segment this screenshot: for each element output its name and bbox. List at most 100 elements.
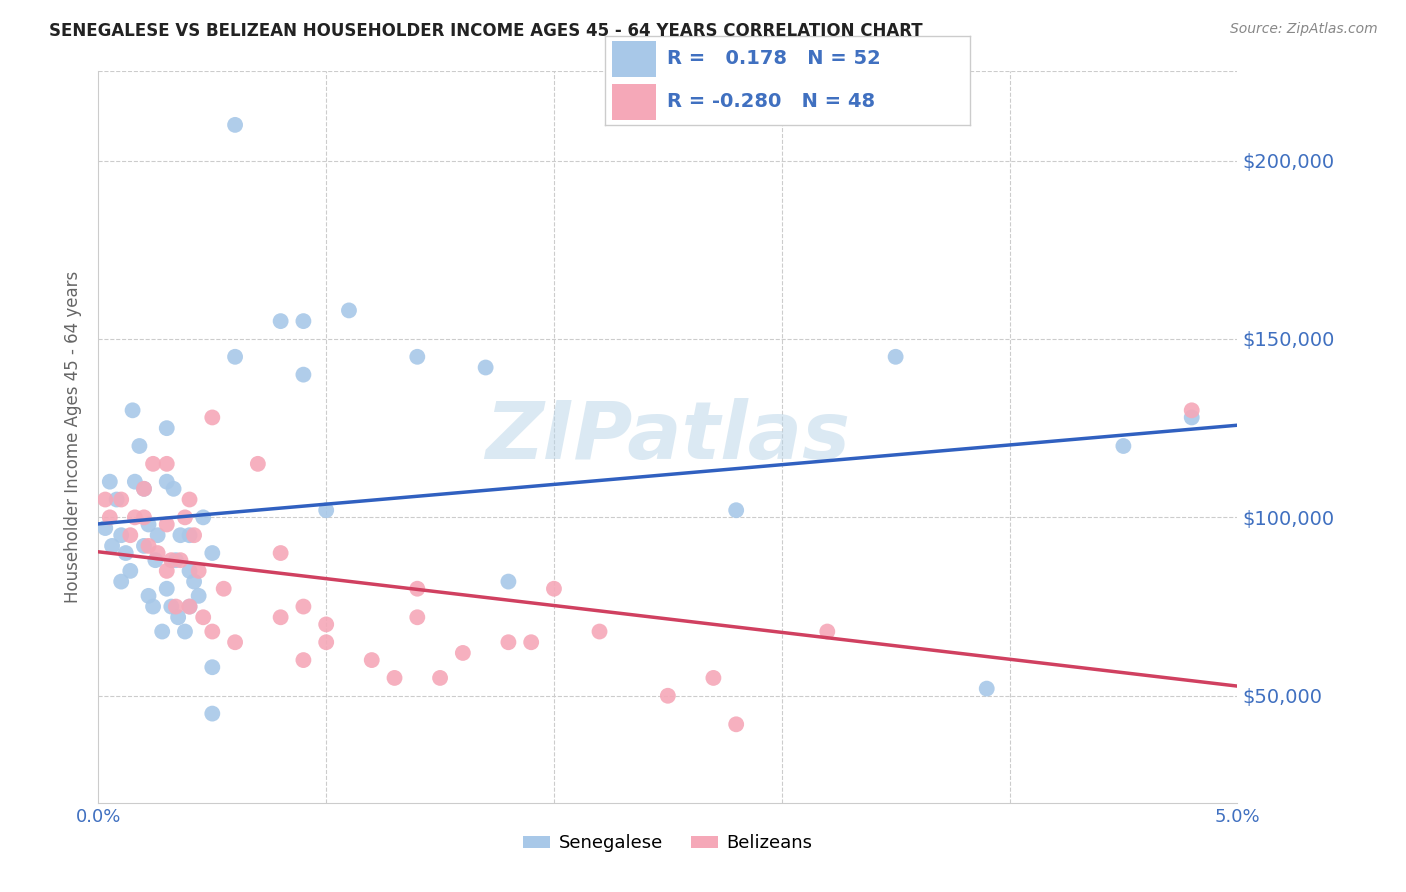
FancyBboxPatch shape xyxy=(612,41,655,77)
Point xyxy=(1181,410,1204,425)
Point xyxy=(315,503,337,517)
Point xyxy=(270,610,292,624)
Point xyxy=(360,653,382,667)
Point xyxy=(165,599,187,614)
Point xyxy=(142,599,165,614)
Point xyxy=(187,589,209,603)
Point xyxy=(1181,403,1204,417)
Point xyxy=(98,475,121,489)
Point xyxy=(128,439,150,453)
Point xyxy=(132,482,155,496)
Point xyxy=(138,517,160,532)
Point xyxy=(315,635,337,649)
Point xyxy=(1112,439,1135,453)
Point xyxy=(292,368,315,382)
Point xyxy=(132,539,155,553)
Point xyxy=(201,410,224,425)
Point xyxy=(169,553,191,567)
Point xyxy=(145,553,167,567)
Point xyxy=(121,403,143,417)
Text: SENEGALESE VS BELIZEAN HOUSEHOLDER INCOME AGES 45 - 64 YEARS CORRELATION CHART: SENEGALESE VS BELIZEAN HOUSEHOLDER INCOM… xyxy=(49,22,922,40)
Point xyxy=(179,528,201,542)
Point xyxy=(160,553,183,567)
Text: Source: ZipAtlas.com: Source: ZipAtlas.com xyxy=(1230,22,1378,37)
Point xyxy=(156,582,179,596)
Point xyxy=(224,118,246,132)
Point xyxy=(474,360,496,375)
Text: R = -0.280   N = 48: R = -0.280 N = 48 xyxy=(666,92,875,112)
Point xyxy=(169,528,191,542)
Point xyxy=(110,492,132,507)
Point xyxy=(543,582,565,596)
Point xyxy=(451,646,474,660)
Text: ZIPatlas: ZIPatlas xyxy=(485,398,851,476)
Point xyxy=(187,564,209,578)
Point xyxy=(292,653,315,667)
Point xyxy=(406,610,429,624)
Point xyxy=(124,475,146,489)
Point xyxy=(132,510,155,524)
Point xyxy=(101,539,124,553)
Point xyxy=(224,350,246,364)
Point xyxy=(110,528,132,542)
Point xyxy=(976,681,998,696)
Point xyxy=(124,510,146,524)
Point xyxy=(201,706,224,721)
Point xyxy=(725,717,748,731)
Point xyxy=(193,510,215,524)
Point xyxy=(315,617,337,632)
Point xyxy=(142,457,165,471)
FancyBboxPatch shape xyxy=(612,84,655,120)
Point xyxy=(183,574,205,589)
Point xyxy=(406,350,429,364)
Point xyxy=(174,510,197,524)
Point xyxy=(94,521,117,535)
Y-axis label: Householder Income Ages 45 - 64 years: Householder Income Ages 45 - 64 years xyxy=(65,271,83,603)
Point xyxy=(167,610,190,624)
Point xyxy=(98,510,121,524)
Point xyxy=(120,564,142,578)
Point xyxy=(498,574,520,589)
Point xyxy=(132,482,155,496)
Point xyxy=(94,492,117,507)
Point xyxy=(114,546,136,560)
Point xyxy=(201,624,224,639)
Point xyxy=(337,303,360,318)
Point xyxy=(270,314,292,328)
Point xyxy=(270,546,292,560)
Point xyxy=(212,582,235,596)
Point xyxy=(384,671,406,685)
Point xyxy=(160,599,183,614)
Point xyxy=(588,624,610,639)
Point xyxy=(156,475,179,489)
Point xyxy=(156,564,179,578)
Point xyxy=(146,528,169,542)
Point xyxy=(165,553,187,567)
Point xyxy=(179,599,201,614)
Point xyxy=(138,589,160,603)
Point xyxy=(156,421,179,435)
Point xyxy=(120,528,142,542)
Point xyxy=(725,503,748,517)
Point xyxy=(657,689,679,703)
Point xyxy=(146,546,169,560)
Point xyxy=(156,517,179,532)
Point xyxy=(884,350,907,364)
Point xyxy=(193,610,215,624)
Point xyxy=(292,599,315,614)
Point xyxy=(156,457,179,471)
Point xyxy=(201,546,224,560)
Point xyxy=(110,574,132,589)
Point xyxy=(224,635,246,649)
Point xyxy=(406,582,429,596)
Point xyxy=(105,492,128,507)
Point xyxy=(246,457,269,471)
Point xyxy=(520,635,543,649)
Point xyxy=(702,671,724,685)
Point xyxy=(292,314,315,328)
Point xyxy=(183,528,205,542)
Point xyxy=(815,624,838,639)
Point xyxy=(174,624,197,639)
Point xyxy=(179,492,201,507)
Point xyxy=(179,564,201,578)
